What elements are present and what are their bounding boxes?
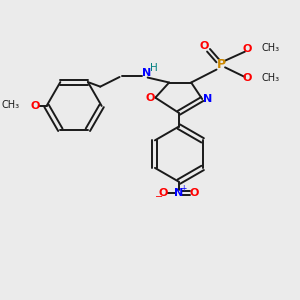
- Text: P: P: [217, 58, 226, 71]
- Text: CH₃: CH₃: [262, 43, 280, 53]
- Text: O: O: [243, 44, 252, 55]
- Text: O: O: [146, 93, 155, 103]
- Text: O: O: [159, 188, 168, 198]
- Text: N: N: [202, 94, 212, 104]
- Text: CH₃: CH₃: [2, 100, 20, 110]
- Text: N: N: [174, 188, 183, 198]
- Text: −: −: [154, 192, 163, 202]
- Text: H: H: [150, 63, 158, 73]
- Text: O: O: [30, 101, 40, 111]
- Text: +: +: [181, 184, 187, 193]
- Text: CH₃: CH₃: [262, 74, 280, 83]
- Text: O: O: [189, 188, 199, 198]
- Text: O: O: [243, 74, 252, 83]
- Text: O: O: [200, 41, 209, 51]
- Text: N: N: [142, 68, 151, 78]
